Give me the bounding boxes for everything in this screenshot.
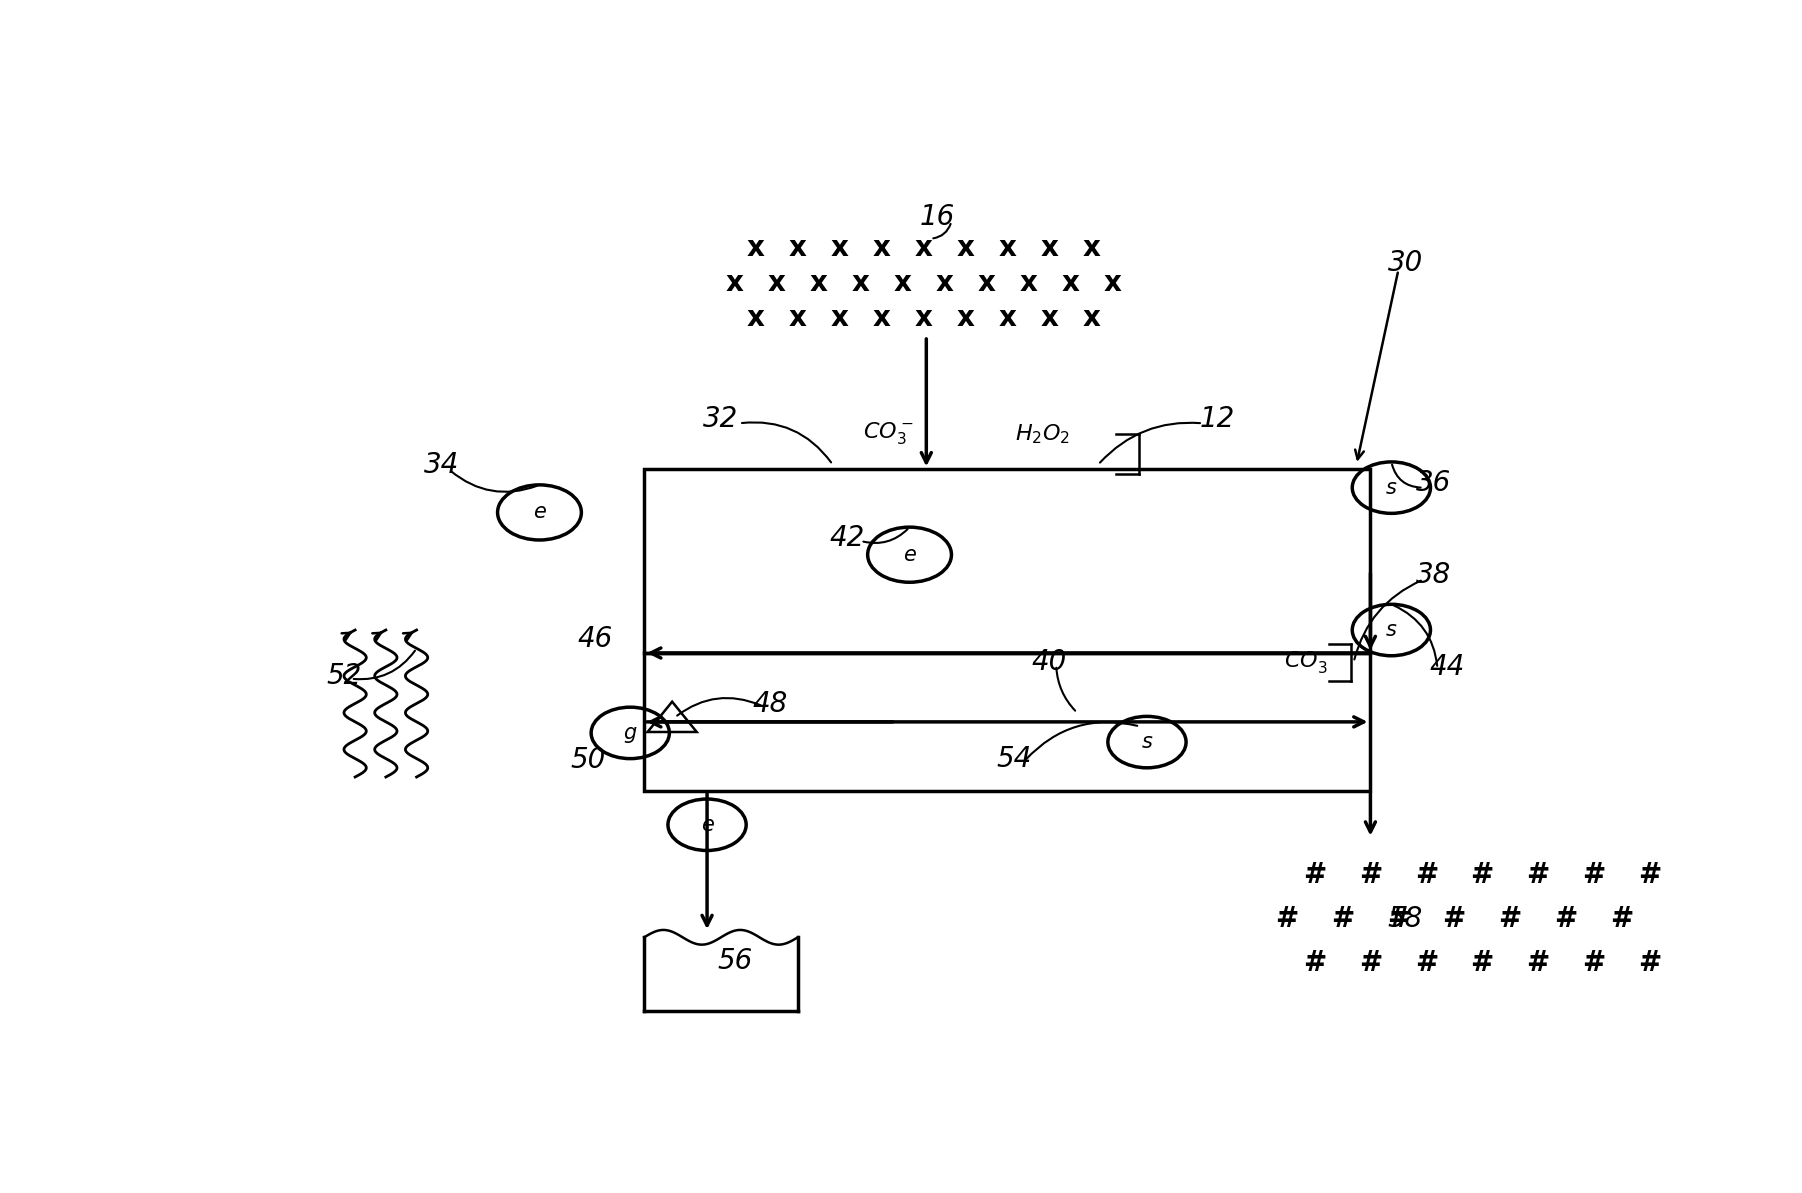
- Text: x: x: [1083, 304, 1099, 332]
- Text: s: s: [1141, 733, 1153, 752]
- Text: s: s: [1386, 620, 1397, 639]
- Text: x: x: [768, 268, 786, 297]
- Text: x: x: [748, 234, 764, 262]
- Text: x: x: [1040, 234, 1058, 262]
- Text: #: #: [1359, 861, 1382, 889]
- Text: g: g: [623, 723, 636, 743]
- Text: 52: 52: [326, 662, 362, 690]
- Text: 48: 48: [751, 690, 787, 717]
- Text: #: #: [1303, 861, 1326, 889]
- Text: 16: 16: [919, 203, 955, 230]
- Text: #: #: [1470, 861, 1494, 889]
- Text: e: e: [903, 545, 915, 564]
- Text: #: #: [1611, 905, 1633, 933]
- Text: 46: 46: [578, 625, 613, 654]
- Text: x: x: [748, 304, 764, 332]
- Text: s: s: [1386, 477, 1397, 497]
- Text: x: x: [915, 234, 932, 262]
- Text: x: x: [957, 234, 975, 262]
- Text: #: #: [1638, 861, 1661, 889]
- Text: x: x: [809, 268, 827, 297]
- Text: x: x: [998, 234, 1016, 262]
- Text: 56: 56: [717, 947, 753, 975]
- Text: x: x: [872, 304, 890, 332]
- Text: 36: 36: [1416, 469, 1451, 497]
- Text: #: #: [1526, 861, 1550, 889]
- Text: 38: 38: [1416, 561, 1451, 589]
- Text: #: #: [1332, 905, 1353, 933]
- Text: x: x: [726, 268, 744, 297]
- Text: x: x: [872, 234, 890, 262]
- Text: #: #: [1388, 905, 1409, 933]
- Text: x: x: [1020, 268, 1038, 297]
- Text: #: #: [1526, 950, 1550, 977]
- Text: x: x: [915, 304, 932, 332]
- Text: x: x: [894, 268, 912, 297]
- Text: #: #: [1499, 905, 1521, 933]
- Text: x: x: [935, 268, 953, 297]
- Text: 50: 50: [571, 747, 605, 774]
- Text: $CO_3^-$: $CO_3^-$: [863, 420, 914, 446]
- Text: e: e: [701, 815, 714, 835]
- Text: x: x: [831, 304, 849, 332]
- Text: 12: 12: [1198, 404, 1234, 433]
- Text: #: #: [1582, 861, 1606, 889]
- Text: $H_2O_2$: $H_2O_2$: [1015, 422, 1070, 446]
- Text: x: x: [831, 234, 849, 262]
- Text: x: x: [1083, 234, 1099, 262]
- Text: #: #: [1582, 950, 1606, 977]
- Text: #: #: [1638, 950, 1661, 977]
- Bar: [645, 653, 1370, 791]
- Text: x: x: [789, 234, 807, 262]
- Text: 44: 44: [1429, 653, 1465, 681]
- Text: e: e: [533, 502, 546, 523]
- Text: x: x: [852, 268, 870, 297]
- Text: #: #: [1415, 861, 1438, 889]
- Text: 58: 58: [1388, 905, 1424, 933]
- Text: #: #: [1555, 905, 1577, 933]
- Text: 32: 32: [703, 404, 739, 433]
- Text: #: #: [1276, 905, 1297, 933]
- Text: #: #: [1359, 950, 1382, 977]
- Text: 34: 34: [423, 451, 460, 478]
- Text: #: #: [1470, 950, 1494, 977]
- Text: #: #: [1415, 950, 1438, 977]
- Text: 30: 30: [1388, 248, 1424, 277]
- Text: #: #: [1303, 950, 1326, 977]
- Text: x: x: [977, 268, 995, 297]
- Text: x: x: [1040, 304, 1058, 332]
- Text: x: x: [1061, 268, 1079, 297]
- Bar: [645, 469, 1370, 653]
- Text: #: #: [1443, 905, 1465, 933]
- Text: x: x: [957, 304, 975, 332]
- Text: 42: 42: [829, 524, 865, 552]
- Text: x: x: [789, 304, 807, 332]
- Text: 40: 40: [1031, 648, 1067, 676]
- Text: $CO_3^-$: $CO_3^-$: [1283, 649, 1335, 675]
- Text: x: x: [1103, 268, 1121, 297]
- Text: x: x: [998, 304, 1016, 332]
- Text: 54: 54: [997, 744, 1033, 773]
